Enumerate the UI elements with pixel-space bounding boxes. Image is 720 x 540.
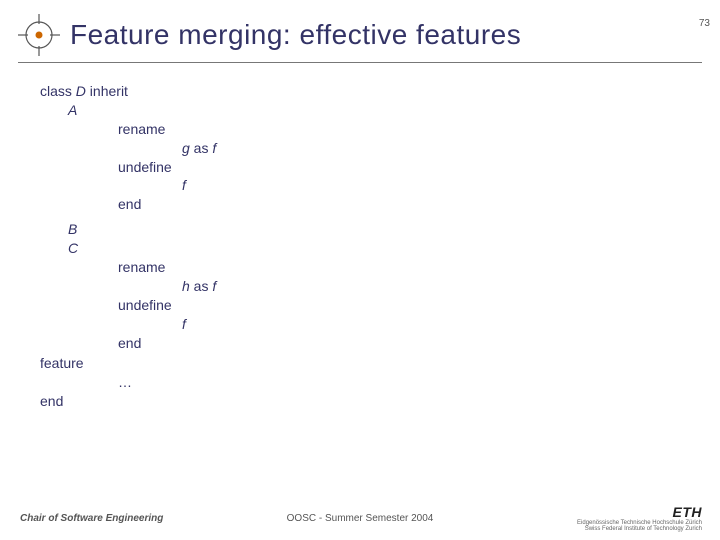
a-undefine-feat: f (182, 176, 680, 195)
parent-b: B (68, 220, 680, 239)
a-rename-kw: rename (118, 120, 680, 139)
c-rename-as: as (190, 278, 213, 294)
c-rename-old: h (182, 278, 190, 294)
kw-class: class (40, 83, 76, 99)
c-rename-kw: rename (118, 258, 680, 277)
header-rule (18, 62, 702, 63)
feature-body: … (118, 373, 680, 392)
class-decl-line: class D inherit (40, 82, 680, 101)
final-end: end (40, 392, 680, 411)
parent-a: A (68, 101, 680, 120)
page-number: 73 (699, 18, 710, 29)
parent-c: C (68, 239, 680, 258)
a-rename-body: g as f (182, 139, 680, 158)
code-block: class D inherit A rename g as f undefine… (40, 82, 680, 411)
kw-inherit: inherit (86, 83, 128, 99)
c-rename-body: h as f (182, 277, 680, 296)
feature-kw: feature (40, 354, 680, 373)
logo-icon (18, 14, 60, 56)
a-rename-new: f (212, 140, 216, 156)
slide: Feature merging: effective features 73 c… (0, 0, 720, 540)
footer-right: ETH Eidgenössische Technische Hochschule… (577, 504, 702, 532)
slide-title: Feature merging: effective features (70, 19, 521, 51)
a-undefine-kw: undefine (118, 158, 680, 177)
c-undefine-kw: undefine (118, 296, 680, 315)
a-rename-old: g (182, 140, 190, 156)
a-rename-as: as (190, 140, 213, 156)
c-undefine-feat: f (182, 315, 680, 334)
eth-sub2: Swiss Federal Institute of Technology Zu… (577, 526, 702, 532)
c-end: end (118, 334, 680, 353)
a-end: end (118, 195, 680, 214)
eth-logo: ETH (577, 504, 702, 520)
header: Feature merging: effective features (18, 14, 702, 56)
c-rename-new: f (212, 278, 216, 294)
class-name: D (76, 83, 86, 99)
